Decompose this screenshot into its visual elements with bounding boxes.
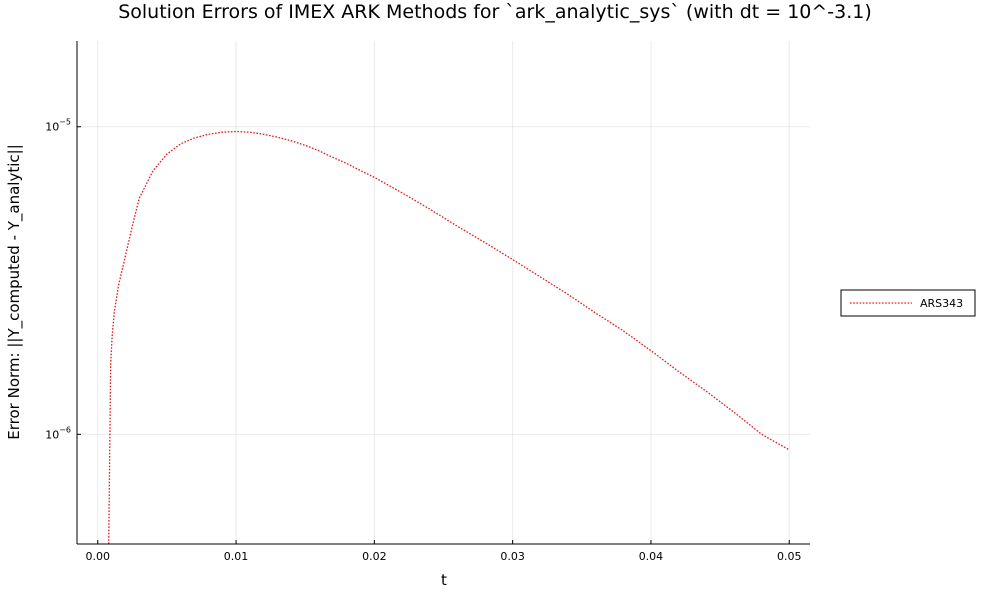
x-tick-label: 0.04	[639, 550, 664, 563]
x-tick-label: 0.05	[777, 550, 802, 563]
series-line-ars343	[108, 130, 790, 545]
legend: ARS343	[840, 289, 976, 317]
series-layer	[108, 130, 790, 545]
chart-title: Solution Errors of IMEX ARK Methods for …	[118, 1, 872, 23]
grid	[77, 41, 810, 544]
x-axis-label: t	[441, 571, 447, 589]
x-tick-label: 0.01	[224, 550, 249, 563]
x-axis-ticks: 0.00 0.01 0.02 0.03 0.04 0.05	[85, 540, 802, 563]
y-tick-label: 10−6	[45, 425, 71, 441]
legend-label-ars343: ARS343	[920, 297, 963, 310]
y-axis-label: Error Norm: ||Y_computed - Y_analytic||	[5, 144, 24, 439]
x-tick-label: 0.02	[362, 550, 387, 563]
x-tick-label: 0.00	[85, 550, 110, 563]
x-tick-label: 0.03	[500, 550, 525, 563]
y-axis-ticks: 10−6 10−5	[45, 118, 81, 441]
y-tick-label: 10−5	[45, 118, 71, 134]
